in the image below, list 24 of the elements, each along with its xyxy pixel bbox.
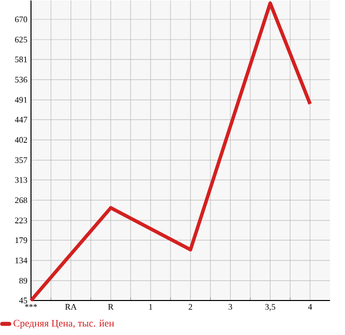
legend-label: Средняя Цена, тыс. йен bbox=[14, 319, 114, 328]
y-tick-label: 179 bbox=[15, 237, 28, 243]
y-tick-label: 402 bbox=[14, 136, 27, 143]
y-tick-label: 447 bbox=[14, 116, 28, 122]
y-tick-label: 536 bbox=[15, 76, 28, 82]
y-tick-label: 45 bbox=[19, 297, 28, 304]
y-tick-label: 491 bbox=[14, 96, 27, 103]
y-tick-label: 89 bbox=[19, 278, 28, 284]
x-tick-label: 2 bbox=[188, 304, 192, 310]
x-tick-label: 3 bbox=[228, 304, 232, 310]
x-tick-label: RA bbox=[65, 304, 77, 310]
y-tick-label: 134 bbox=[15, 257, 28, 264]
y-tick-label: 581 bbox=[15, 56, 27, 62]
x-tick-label: *** bbox=[25, 304, 37, 307]
x-tick-label: 4 bbox=[308, 304, 312, 310]
y-tick-label: 670 bbox=[15, 16, 28, 22]
x-tick-label: R bbox=[108, 304, 114, 310]
y-tick-label: 625 bbox=[15, 36, 28, 42]
y-tick-label: 313 bbox=[15, 176, 28, 183]
y-tick-label: 357 bbox=[15, 157, 28, 163]
x-tick-label: 1 bbox=[149, 304, 152, 310]
y-tick-label: 223 bbox=[15, 217, 28, 224]
x-tick-label: 3,5 bbox=[265, 304, 276, 311]
y-tick-label: 268 bbox=[15, 197, 28, 203]
